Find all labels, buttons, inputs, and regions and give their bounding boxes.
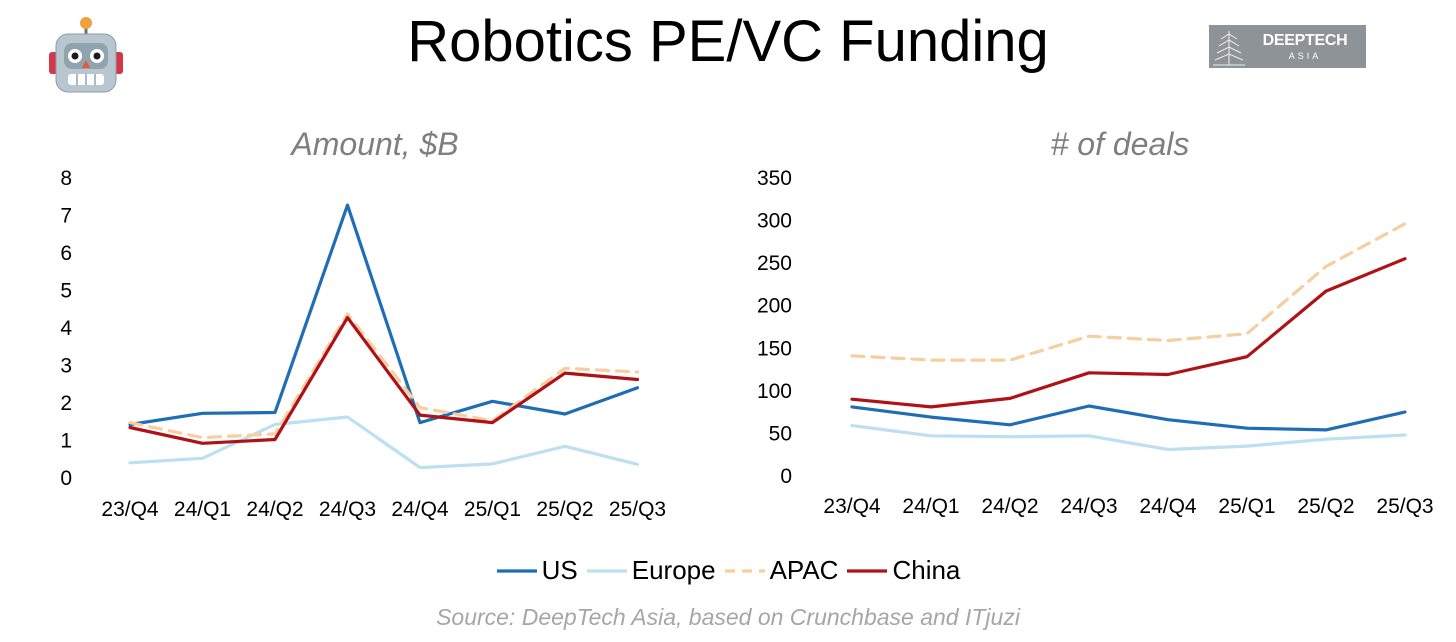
x-tick-label: 24/Q3 bbox=[1060, 495, 1117, 518]
legend-swatch bbox=[586, 568, 627, 573]
page-title: Robotics PE/VC Funding bbox=[407, 9, 1049, 74]
series-line-us bbox=[128, 203, 640, 427]
x-tick-label: 24/Q4 bbox=[391, 498, 449, 521]
series-line-europe bbox=[128, 415, 640, 470]
y-tick-label: 250 bbox=[757, 252, 792, 275]
y-tick-label: 0 bbox=[780, 465, 792, 488]
y-tick-label: 5 bbox=[60, 280, 72, 303]
logo-text: DEEPTECH bbox=[1262, 32, 1348, 49]
series-line-china bbox=[850, 257, 1407, 409]
series-line-apac bbox=[850, 222, 1407, 362]
x-tick-label: 24/Q4 bbox=[1139, 495, 1197, 518]
y-tick-label: 150 bbox=[757, 337, 792, 360]
x-tick-label: 25/Q1 bbox=[464, 498, 521, 521]
amount-chart: Amount, $B 0 1 2 3 4 5 6 7 8 23/Q4 24/Q1 24/Q2 24/Q3 2… bbox=[60, 126, 666, 521]
source-note: Source: DeepTech Asia, based on Crunchba… bbox=[436, 604, 1020, 630]
series-line-europe bbox=[850, 424, 1407, 452]
y-tick-label: 4 bbox=[60, 317, 72, 340]
y-tick-label: 7 bbox=[60, 205, 72, 228]
x-tick-label: 24/Q3 bbox=[319, 498, 376, 521]
x-tick-label: 23/Q4 bbox=[823, 495, 881, 518]
deeptech-asia-logo: DEEPTECH ASIA bbox=[1209, 25, 1366, 68]
legend-label: Europe bbox=[631, 555, 716, 585]
legend-label: US bbox=[541, 555, 578, 585]
y-tick-label: 200 bbox=[757, 295, 792, 318]
x-tick-label: 24/Q2 bbox=[246, 498, 303, 521]
legend-item-china: China bbox=[846, 555, 960, 586]
series-line-apac bbox=[128, 312, 640, 440]
legend-swatch bbox=[847, 568, 888, 573]
series-line-china bbox=[128, 316, 640, 445]
x-tick-label: 24/Q1 bbox=[174, 498, 231, 521]
y-tick-label: 100 bbox=[757, 380, 792, 403]
x-tick-label: 25/Q2 bbox=[1297, 495, 1354, 518]
y-tick-label: 350 bbox=[757, 167, 792, 190]
pagoda-icon bbox=[1213, 31, 1245, 66]
x-tick-label: 24/Q1 bbox=[902, 495, 959, 518]
y-tick-label: 6 bbox=[60, 242, 72, 265]
legend-item-apac: APAC bbox=[724, 555, 839, 586]
x-tick-label: 23/Q4 bbox=[101, 498, 159, 521]
deals-chart: # of deals 0 50 100 150 200 250 300 350 23/Q4 24/Q… bbox=[757, 126, 1434, 518]
legend-label: China bbox=[892, 555, 961, 585]
y-tick-label: 8 bbox=[60, 167, 72, 190]
x-tick-label: 25/Q2 bbox=[536, 498, 593, 521]
legend-item-us: US bbox=[496, 555, 578, 586]
legend-item-europe: Europe bbox=[586, 555, 716, 586]
y-tick-label: 300 bbox=[757, 210, 792, 233]
x-tick-label: 25/Q1 bbox=[1218, 495, 1275, 518]
legend-swatch bbox=[496, 568, 537, 573]
x-tick-label: 25/Q3 bbox=[609, 498, 666, 521]
charts-area: Amount, $B 0 1 2 3 4 5 6 7 8 23/Q4 24/Q1 24/Q2 24/Q3 2… bbox=[60, 126, 1434, 521]
y-tick-label: 3 bbox=[60, 355, 72, 378]
legend: US Europe APAC China bbox=[0, 555, 1456, 586]
y-tick-label: 50 bbox=[769, 422, 792, 445]
logo-subtext: ASIA bbox=[1288, 51, 1322, 61]
x-tick-label: 25/Q3 bbox=[1376, 495, 1433, 518]
legend-label: APAC bbox=[769, 555, 839, 585]
x-tick-label: 24/Q2 bbox=[981, 495, 1038, 518]
legend-swatch bbox=[724, 568, 765, 573]
chart-title: Amount, $B bbox=[289, 126, 458, 162]
y-tick-label: 2 bbox=[60, 392, 72, 415]
robot-icon bbox=[49, 17, 123, 93]
y-tick-label: 0 bbox=[60, 467, 72, 490]
chart-title: # of deals bbox=[1051, 126, 1190, 162]
series-line-us bbox=[850, 404, 1407, 432]
y-tick-label: 1 bbox=[60, 430, 72, 453]
